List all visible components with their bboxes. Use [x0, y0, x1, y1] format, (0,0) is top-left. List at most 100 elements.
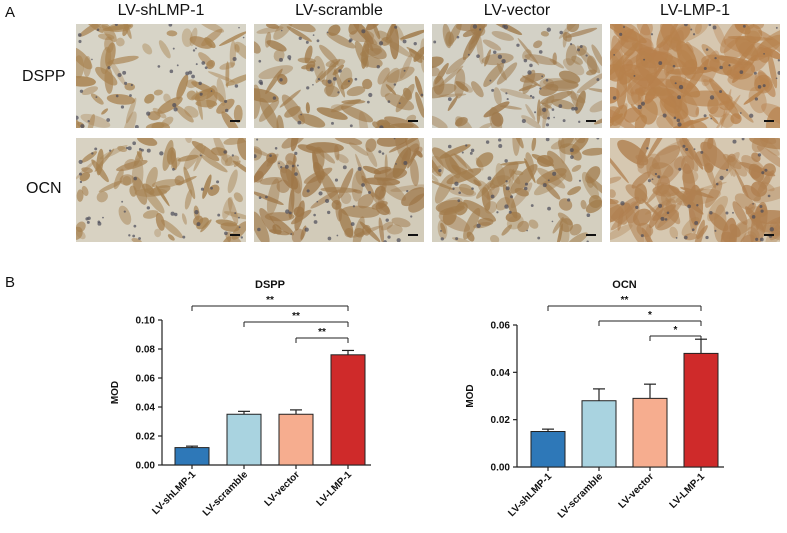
stained-tissue — [432, 115, 448, 128]
cell-nucleus — [288, 211, 292, 215]
stained-tissue — [206, 60, 216, 70]
cell-nucleus — [712, 25, 717, 30]
cell-nucleus — [95, 96, 98, 98]
cell-nucleus — [223, 150, 227, 154]
stained-tissue — [334, 144, 340, 161]
cell-nucleus — [368, 92, 373, 98]
cell-nucleus — [313, 213, 316, 217]
cell-nucleus — [775, 26, 778, 29]
cell-nucleus — [269, 154, 272, 157]
cell-nucleus — [173, 107, 178, 112]
stained-tissue — [538, 83, 559, 97]
stained-tissue — [490, 234, 500, 242]
stained-tissue — [273, 24, 293, 40]
micrograph-dspp-lv-vector — [432, 24, 602, 128]
cell-nucleus — [332, 76, 337, 81]
stained-tissue — [482, 39, 502, 51]
stained-tissue — [386, 224, 403, 235]
stained-tissue — [324, 85, 340, 98]
stained-tissue — [562, 32, 572, 42]
cell-nucleus — [440, 237, 444, 241]
stained-tissue — [718, 101, 735, 111]
cell-nucleus — [694, 221, 699, 225]
cell-nucleus — [570, 155, 574, 159]
stained-tissue — [320, 187, 358, 193]
stained-tissue — [149, 185, 171, 196]
x-tick-label-lv-shlmp-1: LV-shLMP-1 — [506, 471, 554, 519]
cell-nucleus — [455, 237, 459, 241]
stained-tissue — [517, 220, 530, 233]
cell-nucleus — [379, 125, 384, 128]
stained-tissue — [505, 211, 522, 222]
stained-tissue — [174, 175, 185, 186]
stained-tissue — [610, 40, 641, 77]
stained-tissue — [453, 153, 474, 173]
stained-tissue — [735, 36, 759, 62]
y-tick-label: 0.02 — [136, 432, 156, 443]
stained-tissue — [151, 121, 171, 128]
stained-tissue — [272, 224, 282, 235]
stained-tissue — [284, 106, 301, 118]
stained-tissue — [432, 56, 444, 69]
stained-tissue — [719, 24, 748, 54]
cell-nucleus — [204, 66, 208, 70]
stained-tissue — [385, 84, 397, 95]
significance-label: ** — [266, 295, 274, 306]
y-tick-label: 0.06 — [491, 321, 511, 332]
y-tick-label: 0.06 — [136, 374, 156, 385]
stained-tissue — [673, 157, 687, 171]
x-tick-label-lv-vector: LV-vector — [617, 471, 657, 511]
stained-tissue — [338, 208, 354, 238]
cell-nucleus — [677, 95, 682, 100]
stained-tissue — [519, 72, 546, 83]
stained-tissue — [276, 114, 285, 128]
stained-tissue — [636, 159, 645, 169]
cell-nucleus — [658, 61, 663, 65]
stained-tissue — [593, 116, 602, 125]
cell-nucleus — [217, 213, 221, 217]
stained-tissue — [105, 42, 116, 68]
stained-tissue — [233, 192, 244, 203]
cell-nucleus — [168, 24, 173, 27]
cell-nucleus — [547, 116, 551, 120]
stained-tissue — [729, 221, 748, 242]
cell-nucleus — [199, 92, 203, 96]
stained-tissue — [225, 61, 230, 88]
stained-tissue — [161, 219, 183, 239]
cell-nucleus — [309, 67, 314, 72]
cell-nucleus — [406, 189, 409, 193]
stained-tissue — [709, 78, 741, 120]
stained-tissue — [108, 58, 126, 86]
cell-nucleus — [304, 227, 309, 232]
stained-tissue — [131, 158, 144, 192]
cell-nucleus — [225, 108, 229, 113]
stained-tissue — [455, 116, 474, 128]
cell-nucleus — [129, 94, 132, 97]
stained-tissue — [676, 40, 698, 73]
y-tick-label: 0.10 — [136, 316, 156, 327]
stained-tissue — [341, 205, 380, 218]
panel-b-label: B — [5, 274, 16, 291]
scale-bar — [230, 234, 240, 236]
stained-tissue — [340, 105, 374, 123]
stained-tissue — [682, 163, 696, 202]
cell-nucleus — [317, 66, 320, 69]
stained-tissue — [763, 47, 780, 60]
cell-nucleus — [685, 147, 689, 152]
scale-bar — [764, 120, 774, 122]
stained-tissue — [225, 73, 246, 86]
cell-nucleus — [198, 81, 202, 86]
micrograph-ocn-lv-scramble — [254, 138, 424, 242]
stained-tissue — [536, 99, 541, 124]
cell-nucleus — [316, 39, 320, 43]
cell-nucleus — [200, 187, 204, 191]
stained-tissue — [588, 88, 602, 94]
cell-nucleus — [761, 171, 765, 175]
cell-nucleus — [640, 234, 644, 238]
cell-nucleus — [769, 227, 774, 232]
stained-tissue — [316, 107, 348, 120]
cell-nucleus — [719, 90, 723, 94]
stained-tissue — [362, 78, 373, 90]
cell-nucleus — [403, 69, 406, 72]
cell-nucleus — [732, 211, 734, 214]
